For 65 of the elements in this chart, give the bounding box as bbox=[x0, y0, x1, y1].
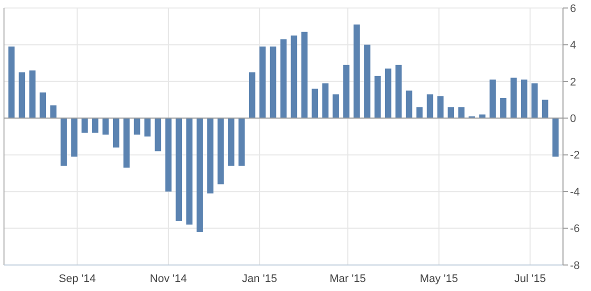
bar bbox=[102, 118, 109, 135]
y-tick-label: -4 bbox=[570, 186, 580, 198]
x-tick-label: Jan '15 bbox=[242, 273, 278, 285]
y-tick-label: -8 bbox=[570, 260, 580, 272]
bar bbox=[280, 39, 287, 118]
bar bbox=[8, 46, 15, 118]
bar bbox=[332, 94, 339, 118]
bar bbox=[448, 107, 454, 118]
bar bbox=[176, 118, 182, 221]
bar bbox=[29, 70, 36, 118]
y-tick-label: -6 bbox=[570, 223, 580, 236]
bar bbox=[165, 118, 172, 192]
bar bbox=[416, 107, 423, 118]
bar bbox=[196, 118, 203, 232]
bar bbox=[218, 118, 224, 184]
bar bbox=[228, 118, 234, 166]
bar bbox=[186, 118, 192, 225]
bar bbox=[40, 92, 46, 118]
bar bbox=[384, 68, 392, 118]
bar bbox=[510, 78, 517, 118]
bar bbox=[395, 64, 402, 118]
bar bbox=[354, 24, 360, 118]
bar bbox=[207, 118, 214, 194]
bar bbox=[50, 105, 56, 118]
bar bbox=[374, 76, 381, 118]
bar bbox=[406, 90, 412, 118]
bar bbox=[248, 72, 256, 118]
bar bbox=[112, 118, 120, 148]
bar bbox=[123, 118, 130, 168]
x-tick-label: Nov '14 bbox=[150, 273, 187, 285]
bar bbox=[458, 107, 465, 118]
bar bbox=[144, 118, 151, 136]
bar bbox=[343, 64, 350, 118]
x-tick-label: May '15 bbox=[420, 273, 458, 285]
bar bbox=[531, 83, 538, 118]
bar bbox=[290, 36, 298, 118]
bar bbox=[500, 98, 506, 118]
bar bbox=[542, 100, 548, 118]
bar bbox=[60, 118, 67, 166]
bar bbox=[490, 80, 496, 118]
bar bbox=[521, 80, 528, 118]
bar bbox=[71, 118, 78, 157]
y-tick-label: 2 bbox=[570, 76, 576, 88]
bar bbox=[437, 96, 444, 118]
bar bbox=[238, 118, 245, 166]
bar bbox=[92, 118, 98, 133]
y-tick-label: 6 bbox=[570, 2, 576, 15]
bar bbox=[82, 118, 88, 133]
bar bbox=[312, 88, 318, 118]
bar bbox=[259, 46, 266, 118]
x-tick-label: Sep '14 bbox=[58, 273, 96, 285]
bar bbox=[364, 44, 370, 118]
x-tick-label: Jul '15 bbox=[514, 273, 546, 285]
bar bbox=[301, 32, 308, 118]
y-tick-label: 0 bbox=[570, 112, 576, 125]
bar bbox=[270, 46, 276, 118]
bar bbox=[18, 72, 26, 118]
y-tick-label: -2 bbox=[570, 150, 580, 162]
bar bbox=[426, 94, 434, 118]
bar bbox=[552, 118, 559, 157]
x-tick-label: Mar '15 bbox=[330, 273, 366, 285]
bar bbox=[154, 118, 162, 152]
bar bbox=[134, 118, 140, 135]
y-tick-label: 4 bbox=[570, 40, 576, 52]
bar bbox=[322, 83, 328, 118]
